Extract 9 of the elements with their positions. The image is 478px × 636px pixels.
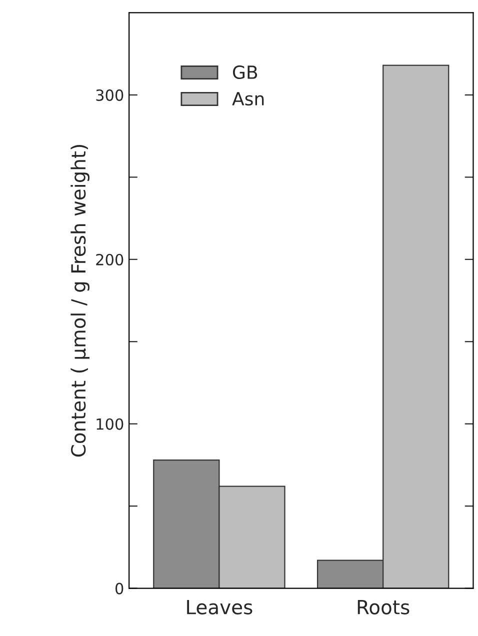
legend-label: Asn: [232, 92, 264, 106]
x-tick-label: Leaves: [187, 600, 252, 614]
y-tick-label: 200: [96, 254, 124, 266]
y-tick-label: 0: [115, 582, 124, 594]
y-axis-title: Content ( µmol / g Fresh weight): [70, 144, 90, 457]
y-tick-label: 300: [96, 89, 124, 101]
x-tick-label: Roots: [358, 600, 410, 614]
legend-label: GB: [232, 65, 258, 80]
y-tick-label: 100: [96, 418, 124, 430]
